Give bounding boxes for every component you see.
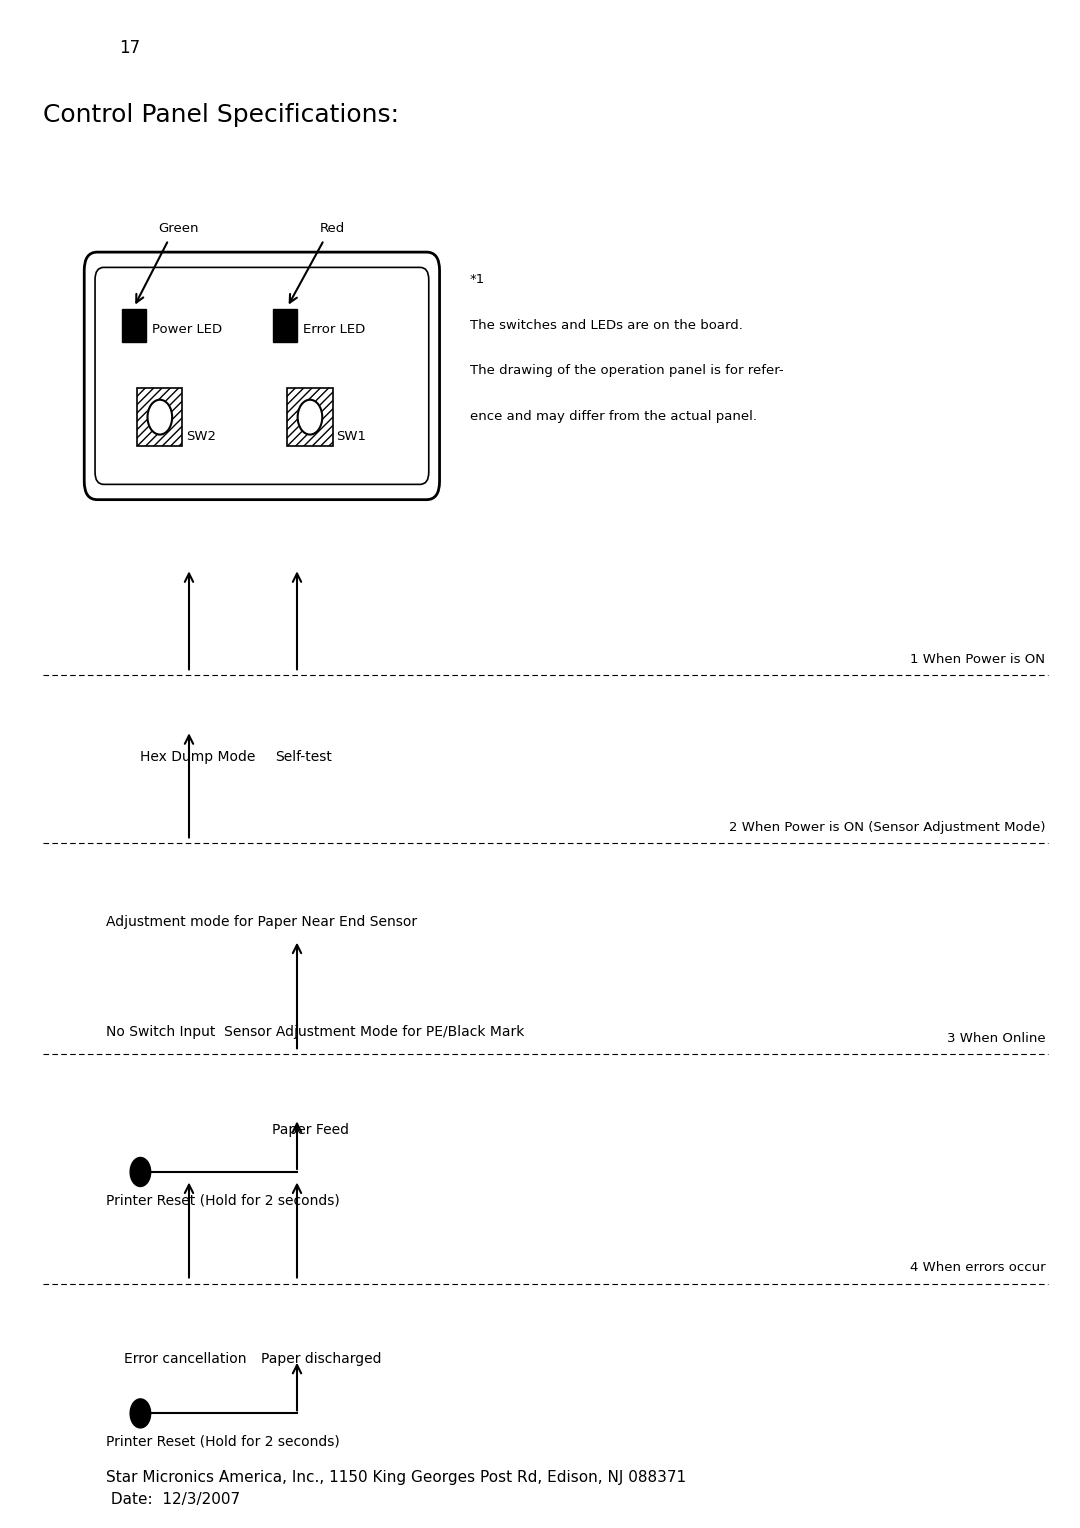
Text: Star Micronics America, Inc., 1150 King Georges Post Rd, Edison, NJ 088371: Star Micronics America, Inc., 1150 King … <box>106 1470 686 1485</box>
Circle shape <box>131 1158 151 1187</box>
Text: Paper Feed: Paper Feed <box>272 1123 349 1137</box>
Text: Power LED: Power LED <box>152 322 222 336</box>
Text: Hex Dump Mode: Hex Dump Mode <box>140 750 256 764</box>
Text: SW2: SW2 <box>186 429 216 443</box>
Text: SW1: SW1 <box>336 429 366 443</box>
FancyBboxPatch shape <box>95 267 429 484</box>
Text: The switches and LEDs are on the board.: The switches and LEDs are on the board. <box>470 318 743 332</box>
Text: 4 When errors occur: 4 When errors occur <box>909 1261 1045 1274</box>
Text: 2 When Power is ON (Sensor Adjustment Mode): 2 When Power is ON (Sensor Adjustment Mo… <box>729 821 1045 834</box>
Text: Self-test: Self-test <box>275 750 333 764</box>
Bar <box>122 309 146 342</box>
Text: Control Panel Specifications:: Control Panel Specifications: <box>43 104 400 127</box>
Text: ence and may differ from the actual panel.: ence and may differ from the actual pane… <box>470 410 757 423</box>
Circle shape <box>298 400 322 434</box>
Text: *1: *1 <box>470 272 485 286</box>
Text: The drawing of the operation panel is for refer-: The drawing of the operation panel is fo… <box>470 364 783 377</box>
Text: Adjustment mode for Paper Near End Sensor: Adjustment mode for Paper Near End Senso… <box>106 915 417 929</box>
Bar <box>287 388 333 446</box>
Text: 3 When Online: 3 When Online <box>947 1031 1045 1045</box>
Text: No Switch Input  Sensor Adjustment Mode for PE/Black Mark: No Switch Input Sensor Adjustment Mode f… <box>106 1025 524 1039</box>
Text: Printer Reset (Hold for 2 seconds): Printer Reset (Hold for 2 seconds) <box>106 1193 339 1207</box>
Text: 17: 17 <box>119 40 140 58</box>
Text: Red: Red <box>320 222 346 235</box>
Text: Paper discharged: Paper discharged <box>261 1352 382 1366</box>
Text: Error LED: Error LED <box>303 322 366 336</box>
Text: Error cancellation: Error cancellation <box>124 1352 246 1366</box>
Text: Printer Reset (Hold for 2 seconds): Printer Reset (Hold for 2 seconds) <box>106 1435 339 1449</box>
Text: Date:  12/3/2007: Date: 12/3/2007 <box>106 1491 240 1507</box>
Circle shape <box>131 1400 151 1427</box>
Bar <box>137 388 183 446</box>
Circle shape <box>148 400 172 434</box>
FancyBboxPatch shape <box>84 252 440 500</box>
Bar <box>273 309 297 342</box>
Text: 1 When Power is ON: 1 When Power is ON <box>910 652 1045 666</box>
Text: Green: Green <box>158 222 199 235</box>
